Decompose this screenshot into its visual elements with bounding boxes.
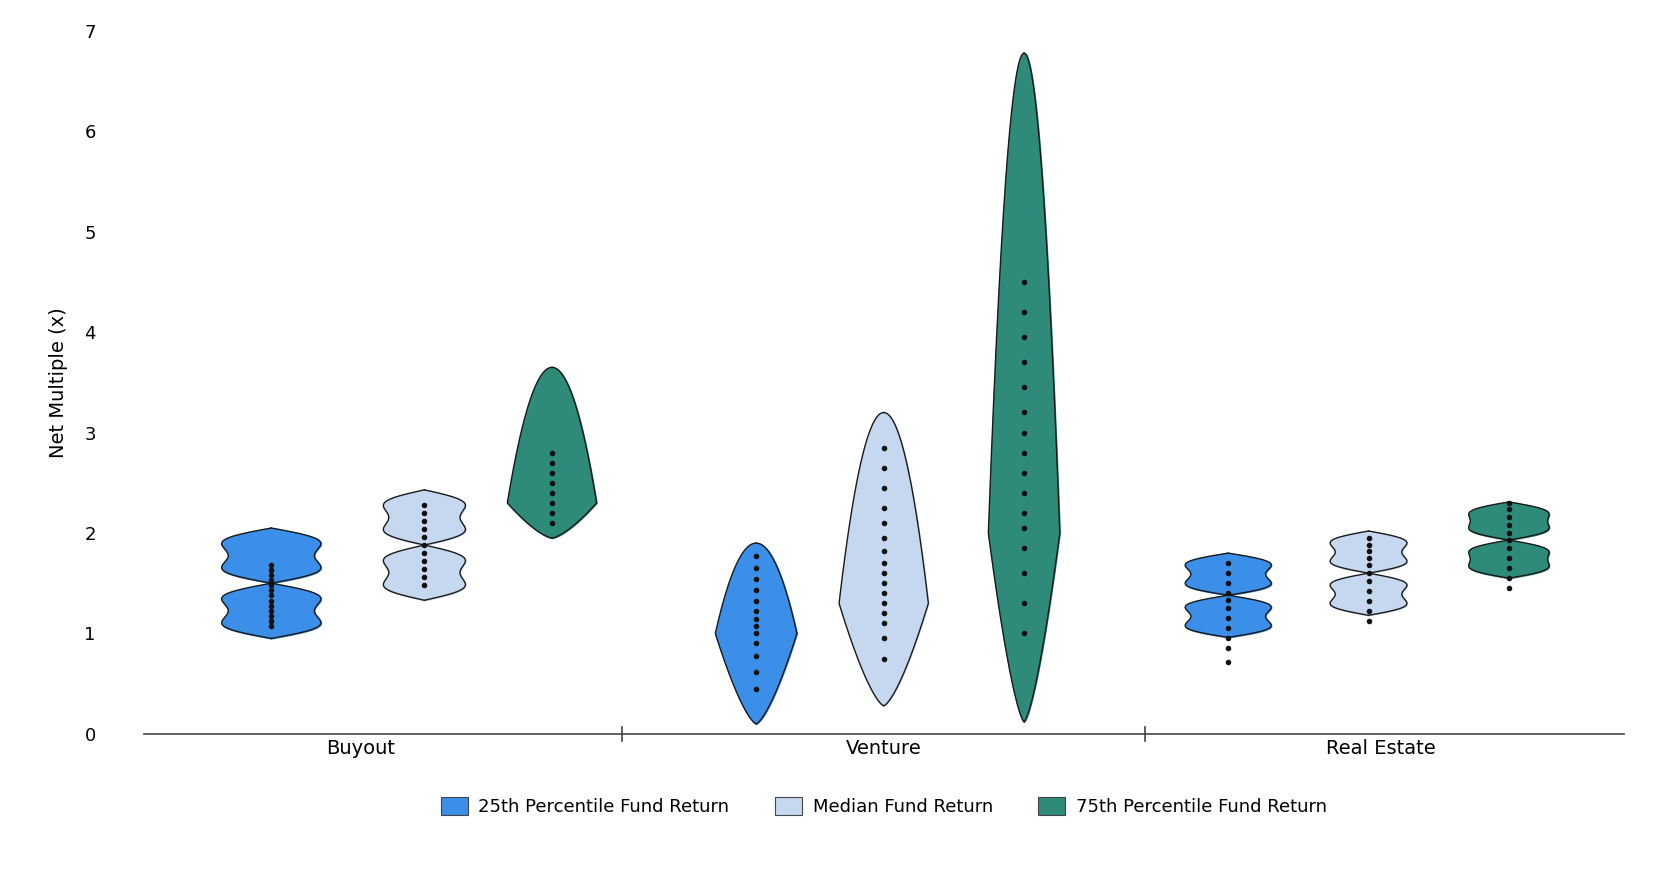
Legend: 25th Percentile Fund Return, Median Fund Return, 75th Percentile Fund Return: 25th Percentile Fund Return, Median Fund… (433, 789, 1335, 823)
Y-axis label: Net Multiple (x): Net Multiple (x) (49, 307, 67, 458)
